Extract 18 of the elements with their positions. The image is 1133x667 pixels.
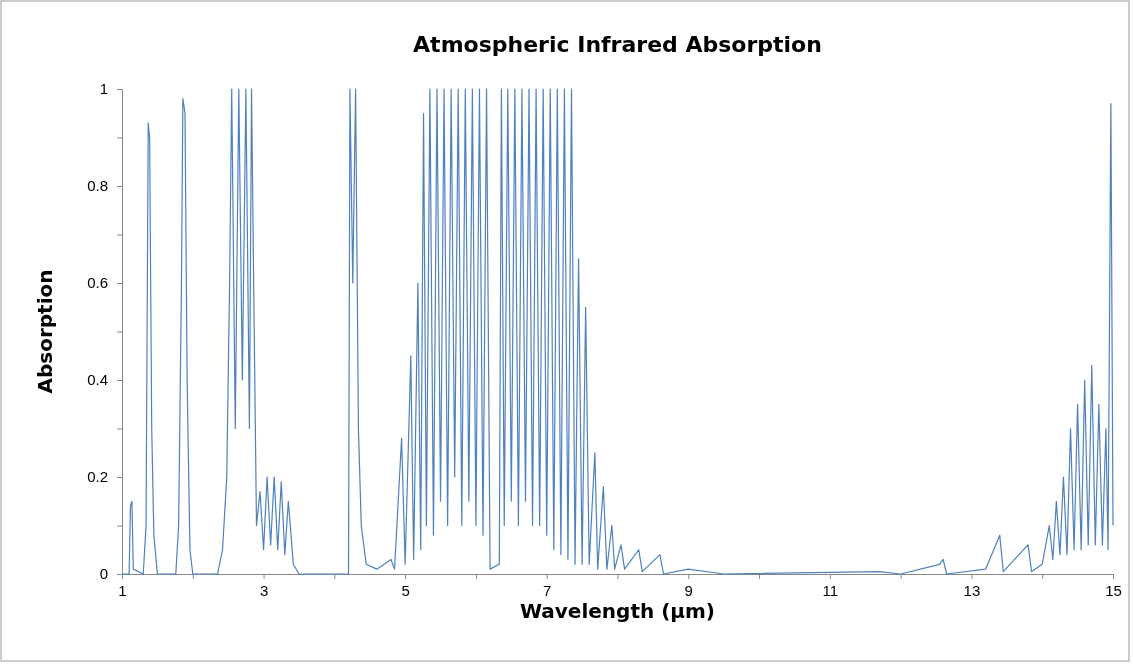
x-tick-label: 7	[543, 581, 552, 599]
x-tick-label: 3	[259, 581, 269, 599]
x-axis-title: Wavelength (µm)	[519, 599, 716, 623]
y-tick-label: 0.6	[87, 274, 108, 292]
y-axis-title: Absorption	[33, 269, 57, 394]
line-series	[121, 88, 1114, 575]
y-tick-label: 0.4	[87, 371, 108, 389]
x-tick-label: 9	[684, 581, 693, 599]
x-tick-label: 13	[963, 581, 981, 599]
y-tick-label: 1	[99, 80, 108, 98]
y-tick-label: 0.2	[87, 468, 108, 486]
y-tick-label: 0.8	[87, 177, 108, 195]
x-tick-label: 11	[822, 581, 839, 599]
chart-title: Atmospheric Infrared Absorption	[413, 32, 822, 57]
y-tick-label: 0	[99, 565, 108, 583]
x-tick-label: 1	[118, 581, 127, 599]
x-tick-label: 5	[401, 581, 410, 599]
x-tick-label: 15	[1105, 581, 1122, 599]
